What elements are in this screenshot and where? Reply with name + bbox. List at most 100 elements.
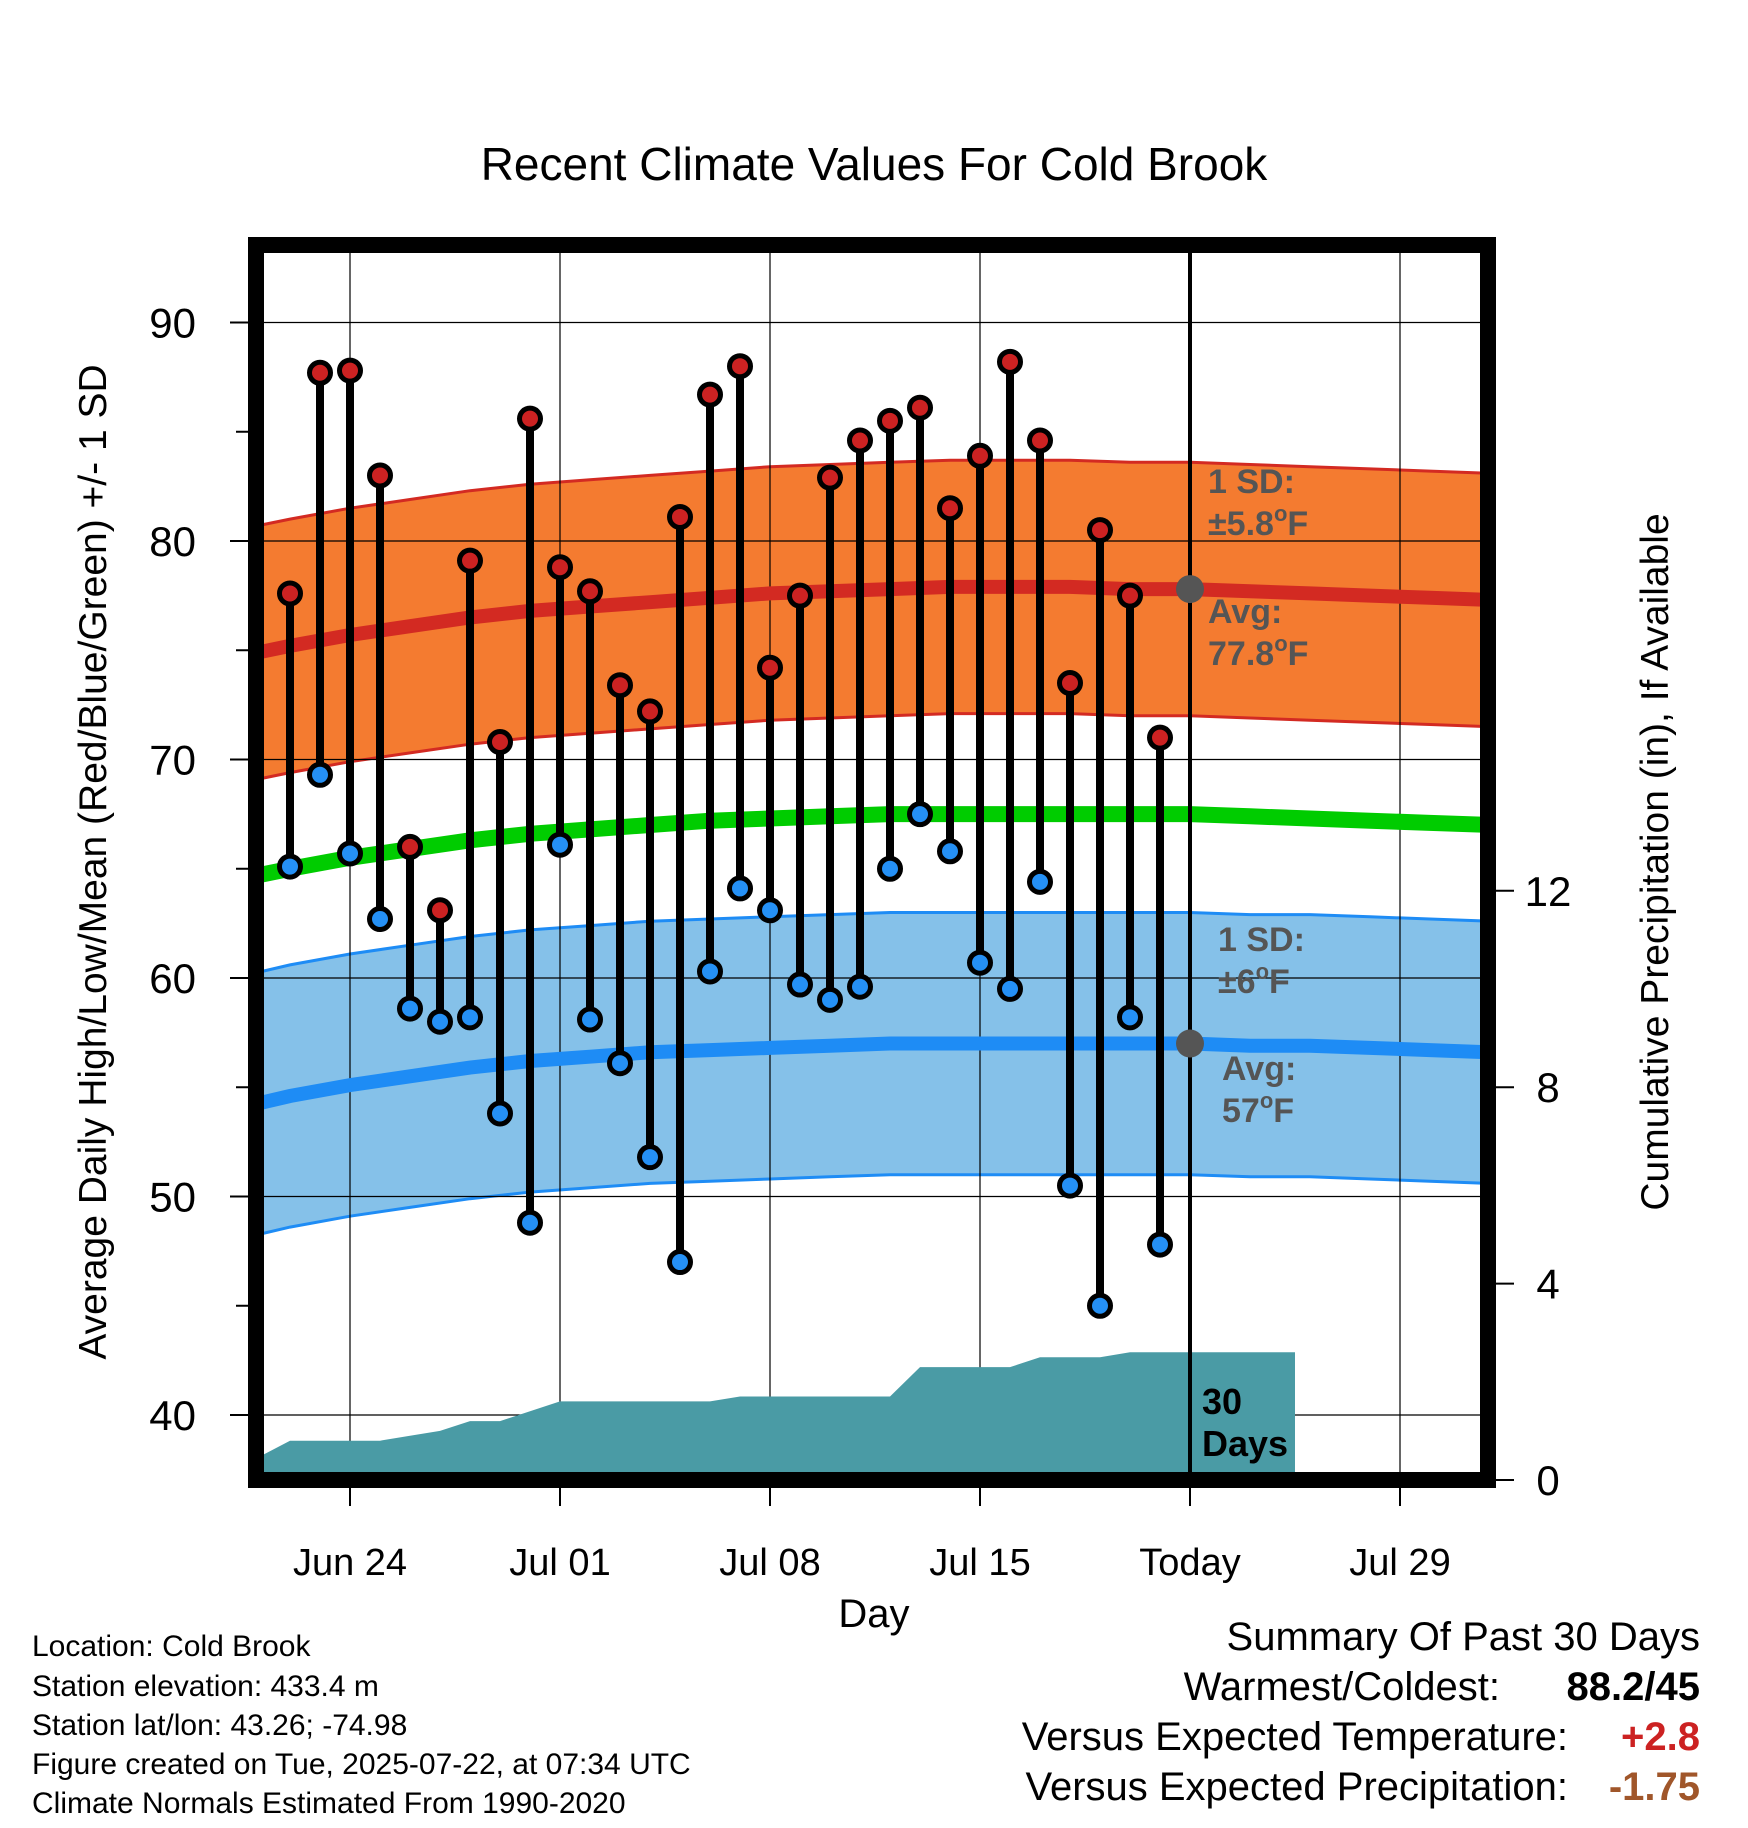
low-point — [937, 838, 963, 865]
low-sd-annotation-value-text: ±6 — [1218, 963, 1256, 1001]
y2-tick-label: 12 — [1525, 868, 1572, 915]
high-point — [637, 698, 663, 725]
footer-station-info: Location: Cold Brook Station elevation: … — [32, 1630, 691, 1820]
today-days-label: 30 — [1202, 1381, 1242, 1422]
high-point — [907, 394, 933, 421]
high-point — [607, 672, 633, 699]
high-point — [1057, 670, 1083, 697]
low-point — [637, 1144, 663, 1171]
low-point — [397, 995, 423, 1022]
today-high-avg-marker — [1176, 575, 1204, 604]
y-tick-label: 70 — [149, 737, 196, 784]
low-point — [967, 949, 993, 976]
footer-elevation: Station elevation: 433.4 m — [32, 1670, 379, 1703]
high-point — [277, 580, 303, 607]
low-sd-band — [256, 912, 1488, 1236]
high-point — [517, 405, 543, 432]
y-tick-label: 50 — [149, 1174, 196, 1221]
y2-tick-label: 0 — [1536, 1457, 1559, 1504]
high-avg-annotation-value-text: 77.8 — [1208, 635, 1274, 673]
x-tick-label: Jul 15 — [929, 1542, 1030, 1584]
low-point — [367, 906, 393, 933]
summary-heading: Summary Of Past 30 Days — [1227, 1615, 1700, 1659]
high-point — [817, 464, 843, 491]
x-tick-label: Jul 29 — [1349, 1542, 1450, 1584]
high-point — [1117, 582, 1143, 609]
low-sd-annotation-unit: F — [1269, 963, 1290, 1001]
y2-axis-label: Cumulative Precipitation (in), If Availa… — [1634, 513, 1677, 1210]
high-point — [997, 348, 1023, 375]
high-point — [667, 503, 693, 530]
low-point — [337, 840, 363, 867]
y-axis-label: Average Daily High/Low/Mean (Red/Blue/Gr… — [72, 364, 115, 1359]
y2-tick-label: 8 — [1536, 1064, 1559, 1111]
low-sd-annotation-line1: 1 SD: — [1218, 921, 1305, 959]
low-point — [1057, 1172, 1083, 1199]
y-tick-label: 90 — [149, 300, 196, 347]
high-point — [337, 357, 363, 384]
low-point — [757, 897, 783, 924]
footer-latlon: Station lat/lon: 43.26; -74.98 — [32, 1709, 407, 1742]
summary-warmest-value: 88.2/45 — [1567, 1665, 1700, 1709]
high-point — [967, 442, 993, 469]
low-avg-annotation-unit: F — [1273, 1092, 1294, 1130]
high-point — [727, 353, 753, 380]
plot-frame — [248, 237, 1496, 1488]
high-sd-annotation-unit: F — [1287, 505, 1308, 543]
low-point — [607, 1050, 633, 1077]
low-point — [577, 1006, 603, 1033]
high-point — [547, 554, 573, 581]
low-point — [877, 855, 903, 882]
low-point — [487, 1100, 513, 1127]
y-tick-label: 40 — [149, 1392, 196, 1439]
low-point — [1027, 868, 1053, 895]
low-avg-annotation-value-text: 57 — [1222, 1092, 1260, 1130]
high-sd-annotation-value: ±5.8oF — [1208, 501, 1308, 543]
low-point — [667, 1249, 693, 1276]
high-avg-annotation-unit: F — [1288, 635, 1309, 673]
high-sd-annotation-degree: o — [1274, 501, 1287, 526]
low-point — [427, 1008, 453, 1035]
low-point — [277, 853, 303, 880]
summary-temp-value: +2.8 — [1621, 1715, 1700, 1759]
footer-created: Figure created on Tue, 2025-07-22, at 07… — [32, 1748, 691, 1781]
high-sd-annotation-value-text: ±5.8 — [1208, 505, 1274, 543]
high-point — [367, 462, 393, 489]
high-point — [487, 729, 513, 756]
summary-precip-label: Versus Expected Precipitation: — [1025, 1765, 1568, 1809]
x-tick-label: Jun 24 — [293, 1542, 407, 1584]
high-point — [397, 833, 423, 860]
high-point — [1147, 724, 1173, 751]
high-sd-annotation-line1: 1 SD: — [1208, 463, 1295, 501]
high-point — [577, 578, 603, 605]
high-point — [697, 381, 723, 408]
x-tick-label: Today — [1139, 1542, 1240, 1584]
summary-panel: Summary Of Past 30 Days Warmest/Coldest:… — [1022, 1615, 1700, 1809]
high-point — [307, 359, 333, 386]
x-tick-label: Jul 01 — [509, 1542, 610, 1584]
low-point — [1147, 1231, 1173, 1258]
high-point — [1087, 517, 1113, 544]
high-point — [847, 427, 873, 454]
low-point — [1117, 1004, 1143, 1031]
high-point — [877, 407, 903, 434]
precip-area — [256, 1352, 1295, 1480]
y2-tick-label: 4 — [1536, 1261, 1559, 1308]
high-avg-annotation-value: 77.8oF — [1208, 631, 1308, 673]
summary-warmest-label: Warmest/Coldest: — [1184, 1665, 1500, 1709]
high-point — [1027, 427, 1053, 454]
high-point — [787, 582, 813, 609]
high-avg-annotation-degree: o — [1274, 631, 1287, 656]
low-point — [307, 761, 333, 788]
high-sd-band-upper-edge — [256, 458, 1488, 528]
high-point — [457, 547, 483, 574]
chart-title: Recent Climate Values For Cold Brook — [481, 138, 1269, 190]
low-point — [847, 973, 873, 1000]
y-tick-label: 80 — [149, 518, 196, 565]
high-point — [427, 897, 453, 924]
high-point — [937, 495, 963, 522]
low-avg-annotation-value: 57oF — [1222, 1088, 1294, 1130]
